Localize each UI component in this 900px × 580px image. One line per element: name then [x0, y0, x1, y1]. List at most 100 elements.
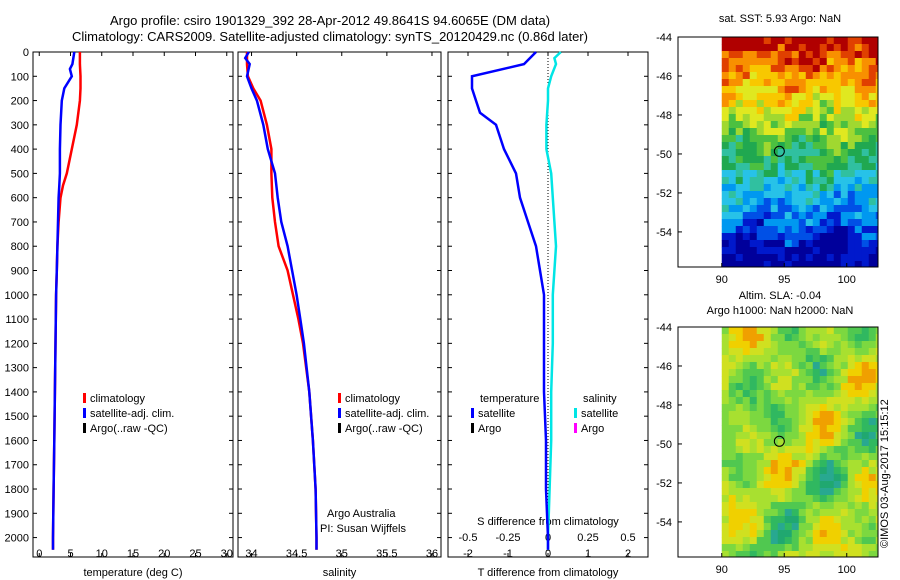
sst-map-cell — [756, 93, 765, 101]
sst-map-cell — [861, 198, 870, 206]
temperature-panel-xtick-label: 30 — [221, 548, 233, 560]
sst-map-cell — [721, 261, 730, 268]
sst-map-cell — [777, 219, 786, 227]
sst-map-cell — [784, 247, 793, 255]
sla-map-cell — [784, 362, 793, 370]
sst-map-cell — [756, 247, 765, 255]
sla-map-cell — [833, 502, 842, 510]
sst-map-cell — [735, 156, 744, 164]
sla-map-cell — [833, 411, 842, 419]
temp-legend-argo-swatch — [83, 423, 86, 433]
sst-map-cell — [833, 86, 842, 94]
sla-map-cell — [854, 369, 863, 377]
sst-map-cell — [868, 170, 877, 178]
sla-map-cell — [826, 509, 835, 517]
sst-map-cell — [777, 254, 786, 262]
sla-map-cell — [777, 348, 786, 356]
sla-map-cell — [784, 341, 793, 349]
sst-map-cell — [763, 163, 772, 171]
sla-map-cell — [763, 432, 772, 440]
sla-map-cell — [756, 502, 765, 510]
sla-map-cell — [742, 362, 751, 370]
sla-map-cell — [840, 341, 849, 349]
sla-map-cell — [784, 439, 793, 447]
sst-map-cell — [728, 79, 737, 87]
sst-map-cell — [875, 247, 879, 255]
sst-map-cell — [784, 58, 793, 66]
sst-map-cell — [798, 51, 807, 59]
sla-map-cell — [847, 446, 856, 454]
sst-map-cell — [742, 142, 751, 150]
sla-map-cell — [861, 502, 870, 510]
sla-map-cell — [777, 369, 786, 377]
sst-map-cell — [819, 142, 828, 150]
sla-map-cell — [770, 411, 779, 419]
sla-map-cell — [847, 425, 856, 433]
sla-map-cell — [742, 404, 751, 412]
sla-map-cell — [847, 418, 856, 426]
sst-map-cell — [833, 219, 842, 227]
sst-map-cell — [742, 212, 751, 220]
sla-map-cell — [777, 355, 786, 363]
sla-map-cell — [742, 327, 751, 335]
sst-map-cell — [763, 107, 772, 115]
sst-map-cell — [826, 212, 835, 220]
sla-map-cell — [742, 523, 751, 531]
sst-map-cell — [826, 135, 835, 143]
sst-map-cell — [763, 58, 772, 66]
sst-map-cell — [735, 163, 744, 171]
sla-map-cell — [861, 523, 870, 531]
sla-map-cell — [798, 446, 807, 454]
sst-map-cell — [805, 37, 814, 45]
sst-map-cell — [763, 247, 772, 255]
sla-map-ytick-label: -44 — [656, 322, 672, 334]
diff-legend-sal-satellite-swatch — [574, 408, 577, 418]
sla-map-cell — [756, 516, 765, 524]
sst-map-cell — [826, 261, 835, 268]
sst-map-cell — [798, 261, 807, 268]
sst-map-cell — [791, 86, 800, 94]
sst-map-cell — [840, 177, 849, 185]
sst-map-cell — [854, 170, 863, 178]
sla-map-cell — [868, 516, 877, 524]
sla-map-cell — [875, 453, 879, 461]
sla-map-cell — [854, 467, 863, 475]
sst-map-cell — [721, 198, 730, 206]
sst-map-cell — [749, 156, 758, 164]
sla-map-cell — [777, 397, 786, 405]
sst-map-cell — [784, 128, 793, 136]
sla-map-cell — [791, 544, 800, 552]
sst-map-cell — [784, 86, 793, 94]
sst-map-cell — [721, 114, 730, 122]
depth-tick-label: 0 — [23, 47, 29, 59]
sst-map-cell — [805, 93, 814, 101]
sla-map-xtick-label: 90 — [716, 564, 728, 576]
temperature-difference-line — [470, 51, 550, 550]
sla-map-cell — [868, 334, 877, 342]
sla-map-cell — [819, 516, 828, 524]
sla-map-cell — [728, 418, 737, 426]
sla-map-cell — [868, 551, 877, 558]
sst-map-cell — [861, 261, 870, 268]
sst-map-cell — [798, 233, 807, 241]
sst-map-cell — [735, 93, 744, 101]
sst-map-cell — [868, 128, 877, 136]
sst-map-cell — [854, 100, 863, 108]
sla-map-cell — [777, 523, 786, 531]
sst-map-cell — [833, 184, 842, 192]
sla-map-cell — [735, 334, 744, 342]
sla-map-cell — [763, 334, 772, 342]
sla-map-cell — [840, 362, 849, 370]
sla-map-cell — [847, 453, 856, 461]
sla-map-ytick-label: -46 — [656, 361, 672, 373]
sst-map-cell — [826, 142, 835, 150]
sla-map-cell — [742, 516, 751, 524]
sst-map-cell — [854, 65, 863, 73]
sst-map-cell — [805, 198, 814, 206]
sst-map-cell — [805, 114, 814, 122]
sst-map-cell — [770, 72, 779, 80]
sla-map-cell — [833, 544, 842, 552]
sla-map-cell — [784, 453, 793, 461]
sst-map-cell — [756, 65, 765, 73]
temperature-xlabel: temperature (deg C) — [83, 567, 182, 579]
